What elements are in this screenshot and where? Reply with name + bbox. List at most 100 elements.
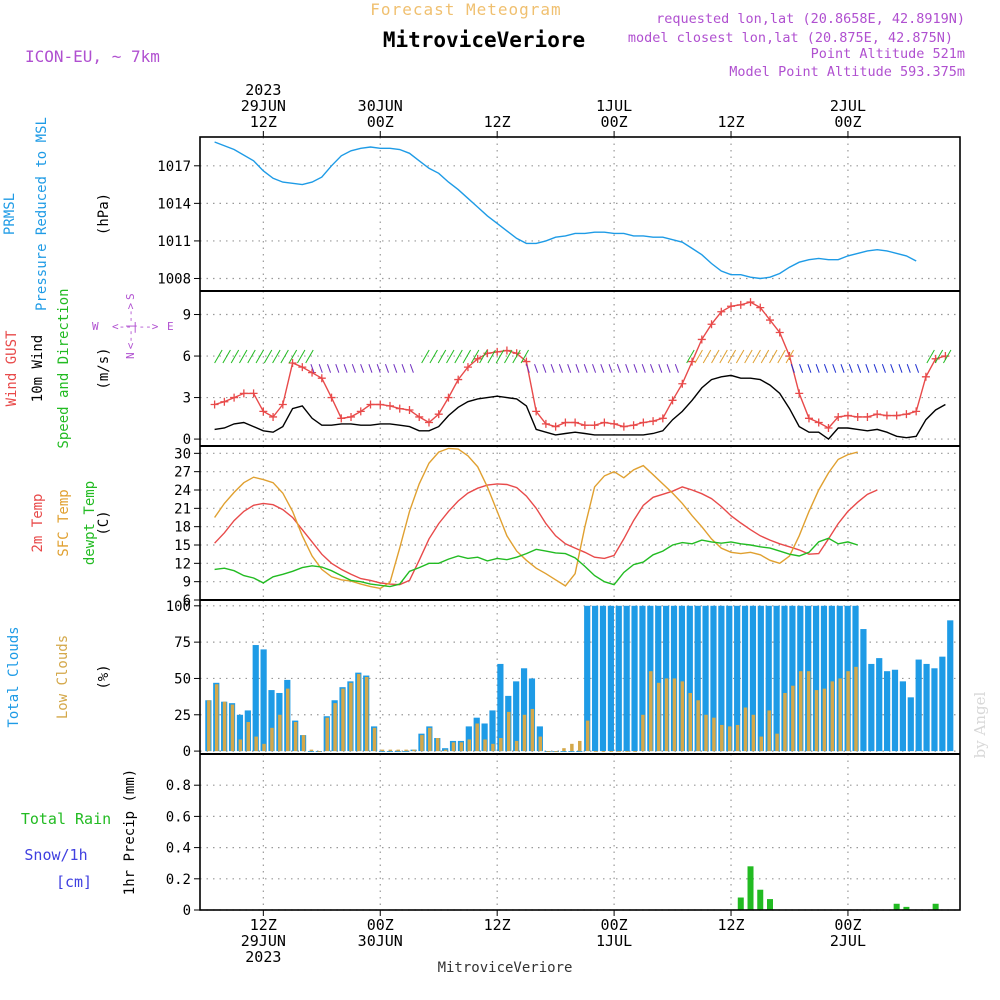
total-cloud-bar [828,605,835,752]
wind-arrow [550,364,555,373]
wind-arrow [421,349,430,364]
panel-unit-label: 1hr Precip (mm) [122,769,138,895]
total-cloud-bar [599,605,607,752]
wind-arrow [230,349,240,364]
compass-n: N [124,352,137,359]
total-cloud-bar [560,751,567,752]
y-tick-label: 25 [174,708,191,724]
y-tick-label: 0.8 [166,778,191,794]
snow-label: Snow/1h [24,846,87,864]
low-cloud-bar [783,692,787,752]
y-tick-label: 9 [183,308,191,324]
gust-marker [843,411,852,420]
bottom-station-label: MitroviceVeriore [438,960,573,976]
total-cloud-bar [489,710,496,752]
y-tick-label: 27 [174,465,191,481]
gust-marker [571,418,580,427]
gust-marker [317,374,326,383]
wind-arrow [727,349,737,364]
wind-arrow [525,364,530,373]
low-cloud-bar [420,735,424,752]
series-line [214,537,858,588]
low-cloud-bar [380,749,385,752]
x-tick-label-top: 2023 [245,81,281,99]
low-cloud-bar [230,704,235,752]
low-cloud-bar [846,671,850,752]
wind-arrow [520,349,529,364]
x-tick-label-top: 00Z [601,113,628,131]
panels-layer: 1008 1011 1014 1017 PRMSL Pressure Reduced to… [2,81,961,966]
x-tick-label-top: 00Z [367,113,394,131]
wind-arrow [401,364,406,373]
low-cloud-bar [641,714,645,752]
total-cloud-bar [252,645,259,752]
wind-arrow [247,349,256,364]
wind-arrow [686,349,695,364]
gust-marker [327,393,336,402]
low-cloud-bar [720,724,724,752]
compass-e: E [167,320,174,333]
total-cloud-bar [820,605,828,752]
wind-arrow [881,364,886,373]
low-cloud-bar [680,681,685,752]
wind-arrow [214,349,223,364]
panel-label: Pressure Reduced to MSL [34,117,50,311]
low-cloud-bar [538,736,543,752]
requested-coords: requested lon,lat (20.8658E, 42.8919N) [656,11,965,27]
total-cloud-bar [741,605,749,752]
total-cloud-bar [884,671,891,752]
low-cloud-bar [443,749,448,752]
total-cloud-bar [876,658,883,752]
wind-arrow [542,364,547,373]
gust-marker [590,421,599,430]
wind-arrow [760,349,770,364]
gust-marker [882,411,891,420]
rain-bar [932,903,939,910]
gust-marker [804,414,813,423]
wind-arrow [943,349,952,364]
x-tick-label-bottom: 12Z [717,916,744,934]
low-cloud-bar [656,682,661,752]
gust-marker [356,407,365,416]
panel-label: Wind GUST [4,330,20,406]
wind-arrow [807,364,812,373]
wind-arrow [650,364,655,373]
total-cloud-bar [860,629,867,752]
wind-arrow [393,364,398,373]
gust-marker [853,412,862,421]
y-tick-label: 6 [183,593,191,609]
low-cloud-bar [522,714,527,752]
panel-unit-label: (m/s) [96,347,112,389]
low-cloud-bar [593,751,598,752]
low-cloud-bar [285,688,290,752]
low-cloud-bar [491,743,495,752]
panel-4: 0 25 50 75 100 Total Clouds Low Clouds (%) [6,599,960,760]
gust-marker [697,335,706,344]
y-tick-label: 0 [183,432,191,448]
wind-arrow [437,349,447,364]
low-cloud-bar [396,749,400,752]
wind-arrow [857,364,862,373]
total-cloud-bar [394,751,401,752]
low-cloud-bar [404,749,408,752]
low-cloud-bar [506,711,511,752]
gust-marker [308,368,317,377]
total-cloud-bar [915,659,922,752]
wind-arrow [360,364,365,373]
gust-marker [386,401,394,410]
wind-arrow [674,364,679,373]
rain-label: Total Rain [21,810,111,828]
total-cloud-bar [702,605,709,752]
model-point-altitude: Model Point Altitude 593.375m [729,64,965,80]
low-cloud-bar [483,739,487,752]
wind-arrow [446,349,455,364]
gust-marker [337,414,346,423]
total-cloud-bar [773,605,780,752]
wind-arrow [454,349,463,364]
low-cloud-bar [791,685,795,752]
low-cloud-bar [214,684,219,752]
panel-label: Speed and Direction [56,288,72,448]
y-tick-label: 15 [174,538,191,554]
low-cloud-bar [254,736,258,752]
total-cloud-bar [939,656,946,752]
